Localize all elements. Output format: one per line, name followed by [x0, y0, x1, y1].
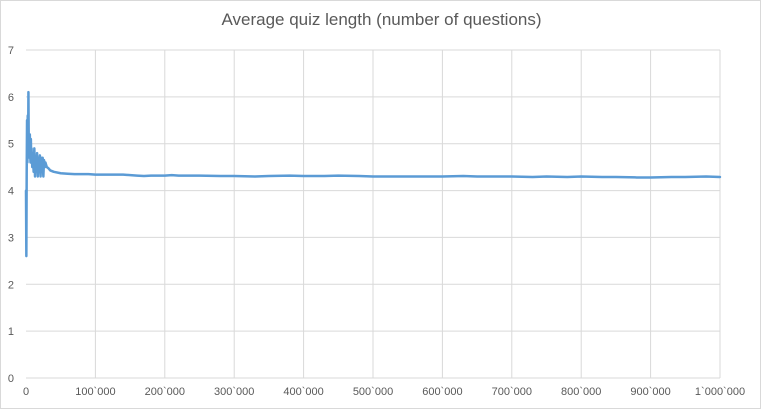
- chart-title: Average quiz length (number of questions…: [221, 10, 542, 29]
- y-tick-label: 4: [8, 186, 14, 198]
- x-tick-label: 200`000: [145, 386, 185, 398]
- x-tick-label: 400`000: [283, 386, 323, 398]
- y-tick-labels: 0 1 2 3 4 5 6 7: [8, 45, 14, 385]
- y-gridlines: [26, 49, 720, 332]
- x-tick-label: 700`000: [492, 386, 532, 398]
- series-layer: [24, 90, 722, 258]
- x-tick-label: 600`000: [422, 386, 462, 398]
- x-tick-label: 100`000: [75, 386, 115, 398]
- x-tick-label: 0: [23, 386, 29, 398]
- y-tick-label: 3: [8, 232, 14, 244]
- y-tick-label: 5: [8, 139, 14, 151]
- y-tick-label: 2: [8, 279, 14, 291]
- series-line-1: [24, 90, 722, 258]
- x-tick-label: 300`000: [214, 386, 254, 398]
- x-tick-label: 800`000: [561, 386, 601, 398]
- x-tick-label: 900`000: [630, 386, 670, 398]
- y-tick-label: 0: [8, 373, 14, 385]
- y-tick-label: 7: [8, 45, 14, 57]
- y-tick-label: 6: [8, 92, 14, 104]
- x-tick-label: 500`000: [353, 386, 393, 398]
- y-tick-label: 1: [8, 326, 14, 338]
- x-tick-labels: 0 100`000 200`000 300`000 400`000 500`000 600`…: [23, 386, 745, 398]
- x-gridlines: [94, 50, 721, 378]
- x-tick-label: 1`000`000: [695, 386, 745, 398]
